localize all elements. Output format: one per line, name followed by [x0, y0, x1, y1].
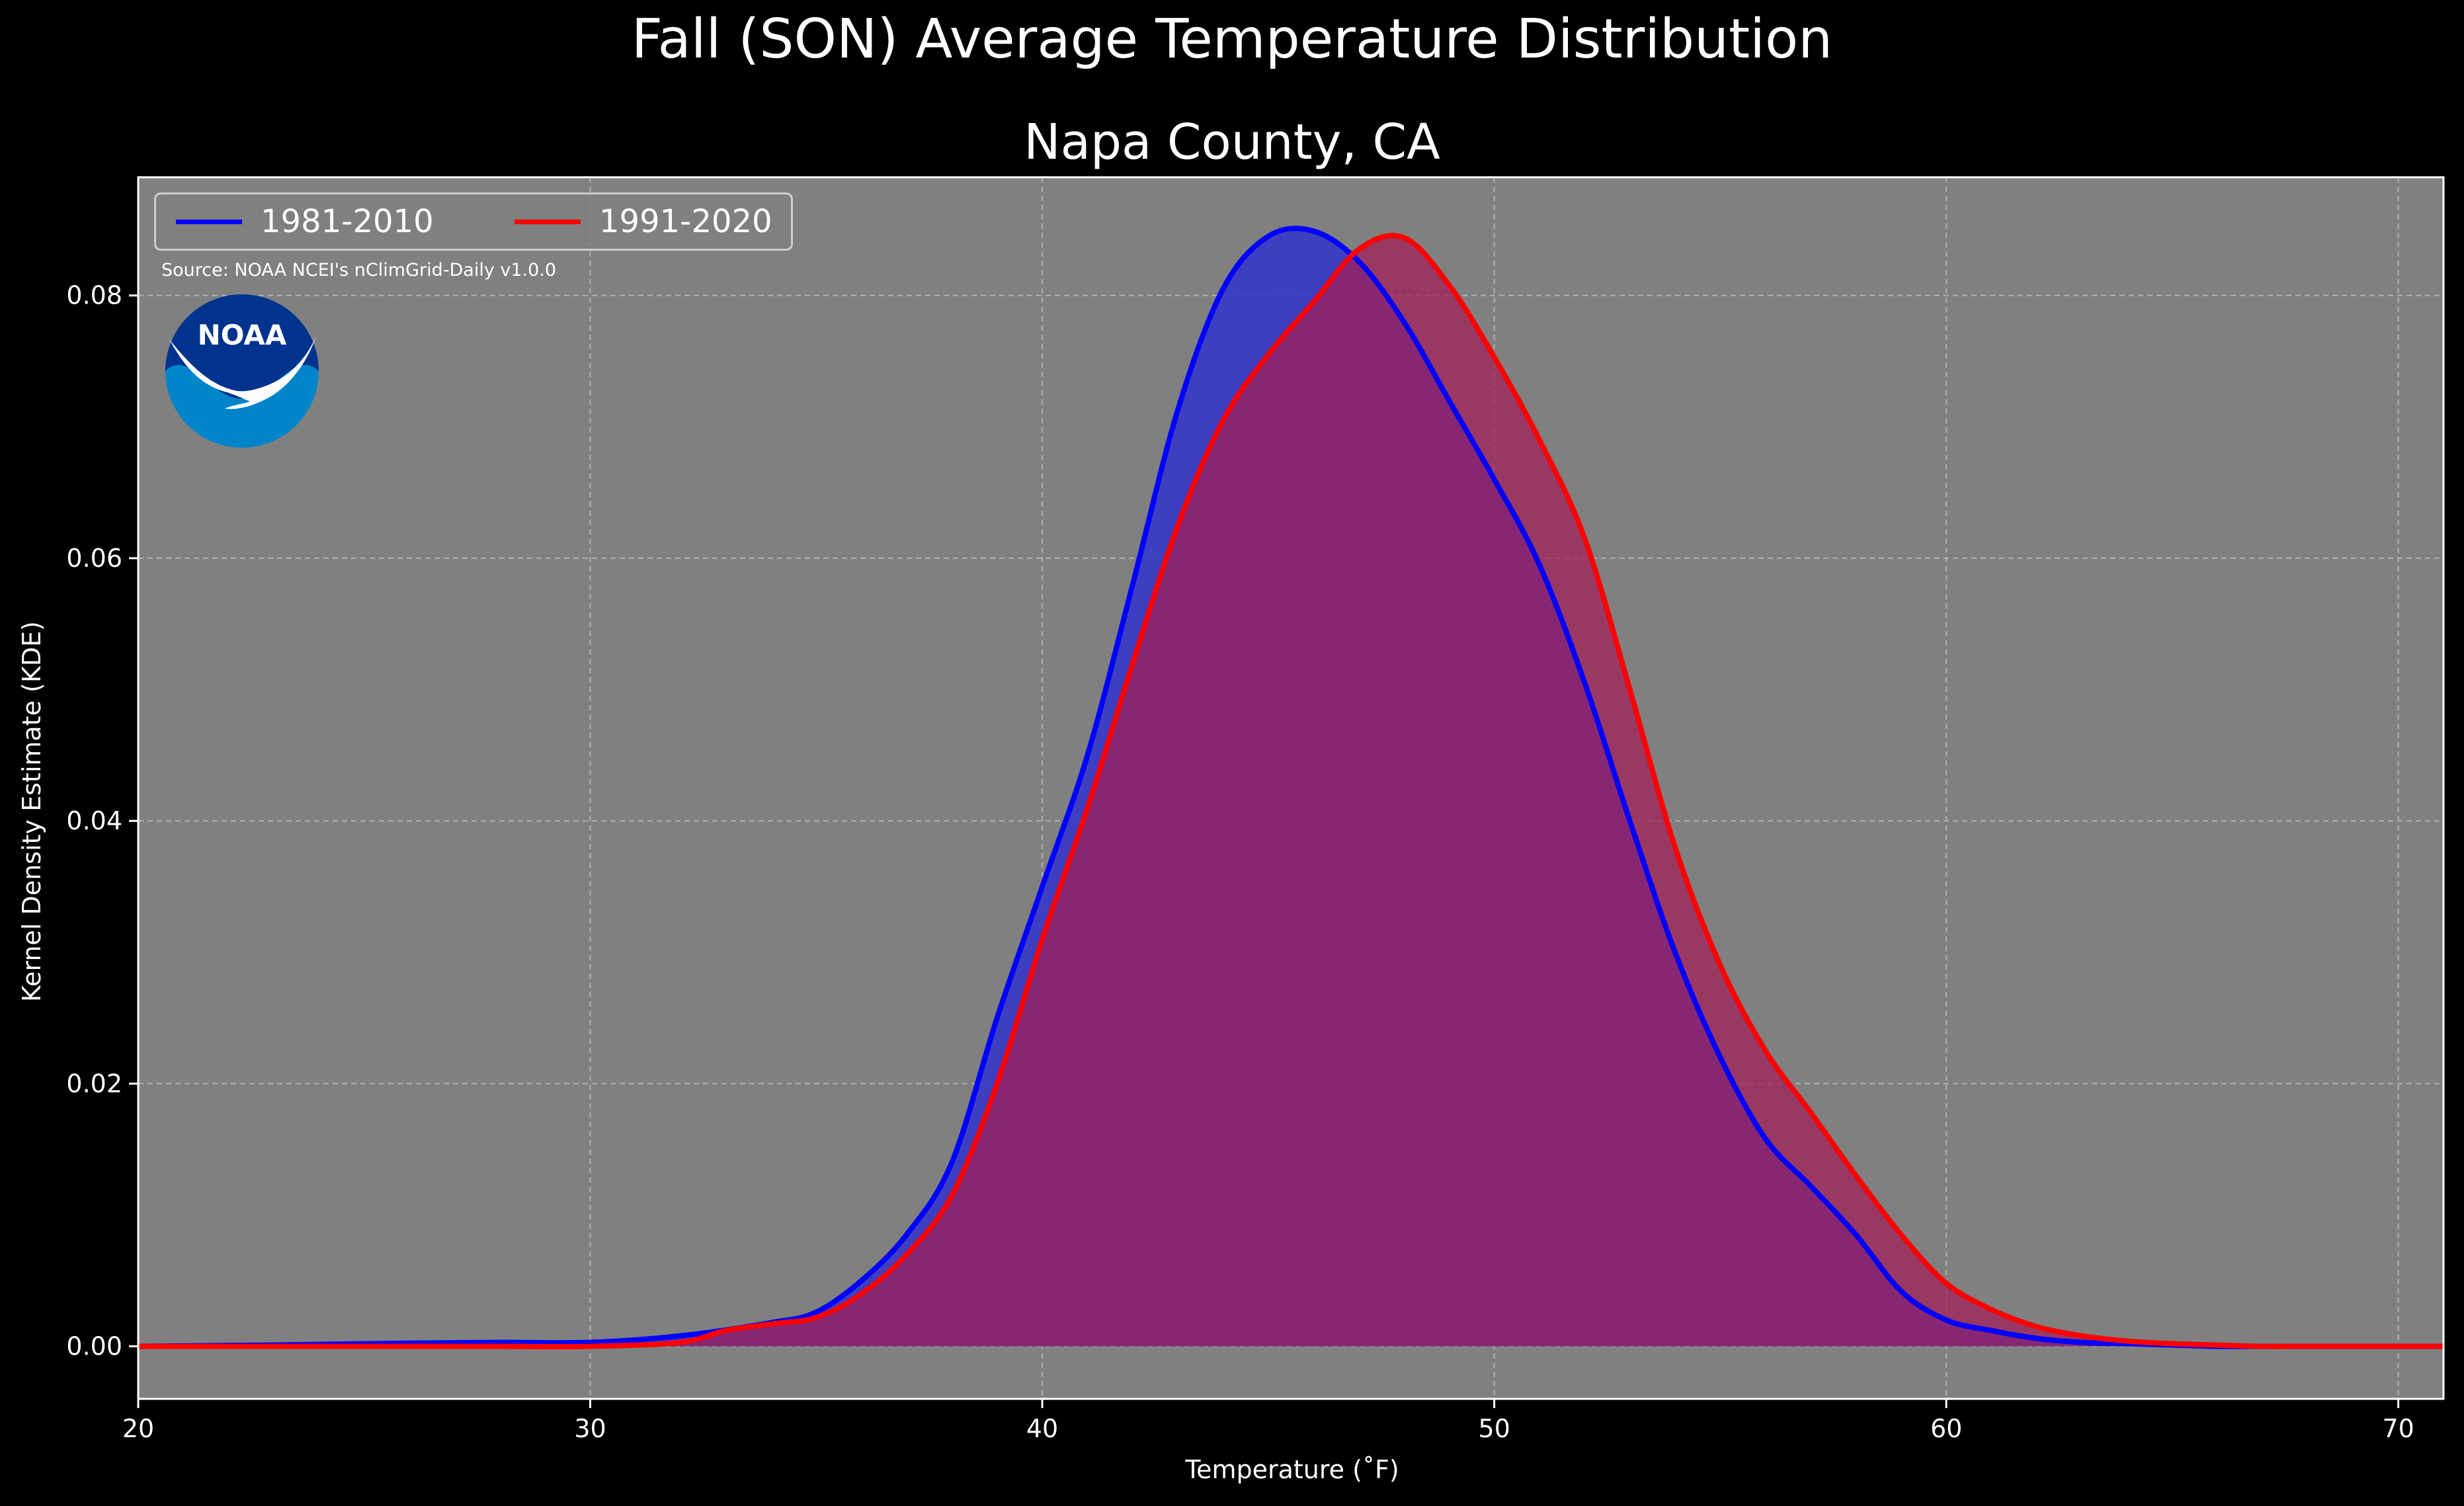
series-line-1981-2010 — [138, 226, 2443, 1349]
x-tick-label: 20 — [122, 1414, 154, 1443]
legend-swatch-1991-2020 — [514, 219, 581, 224]
legend-item-1991-2020: 1991-2020 — [514, 194, 772, 249]
legend-swatch-1981-2010 — [176, 219, 242, 224]
series-fills — [138, 228, 2443, 1347]
y-tick-label: 0.04 — [66, 806, 122, 835]
chart-title: Napa County, CA — [1024, 114, 1440, 171]
y-tick-label: 0.00 — [66, 1332, 122, 1361]
y-axis-label: Kernel Density Estimate (KDE) — [17, 621, 46, 1002]
noaa-logo: NOAA — [165, 294, 319, 448]
y-tick-label: 0.08 — [66, 281, 122, 310]
y-tick-label: 0.06 — [66, 544, 122, 573]
series-line-1991-2020 — [138, 233, 2443, 1350]
legend: 1981-2010 1991-2020 — [154, 192, 793, 251]
x-tick-label: 30 — [574, 1414, 606, 1443]
legend-label-1981-2010: 1981-2010 — [261, 203, 434, 240]
plot-frame — [137, 176, 2445, 1400]
series-fill-1991-2020 — [138, 235, 2443, 1347]
x-tick-label: 50 — [1478, 1414, 1510, 1443]
legend-label-1991-2020: 1991-2020 — [599, 203, 772, 240]
figure-suptitle: Fall (SON) Average Temperature Distribut… — [631, 8, 1833, 71]
noaa-logo-text: NOAA — [198, 319, 287, 351]
series-lines — [138, 226, 2443, 1350]
y-tick-label: 0.02 — [66, 1069, 122, 1098]
axis-ticks: 20 30 40 50 60 70 0.00 0.02 0.04 0.06 0.08 — [66, 281, 2414, 1443]
x-tick-label: 60 — [1930, 1414, 1962, 1443]
x-axis-label: Temperature (˚F) — [1185, 1455, 1399, 1484]
x-tick-label: 40 — [1026, 1414, 1058, 1443]
x-tick-label: 70 — [2382, 1414, 2414, 1443]
source-note: Source: NOAA NCEI's nClimGrid-Daily v1.0… — [161, 260, 557, 280]
legend-item-1981-2010: 1981-2010 — [176, 194, 434, 249]
